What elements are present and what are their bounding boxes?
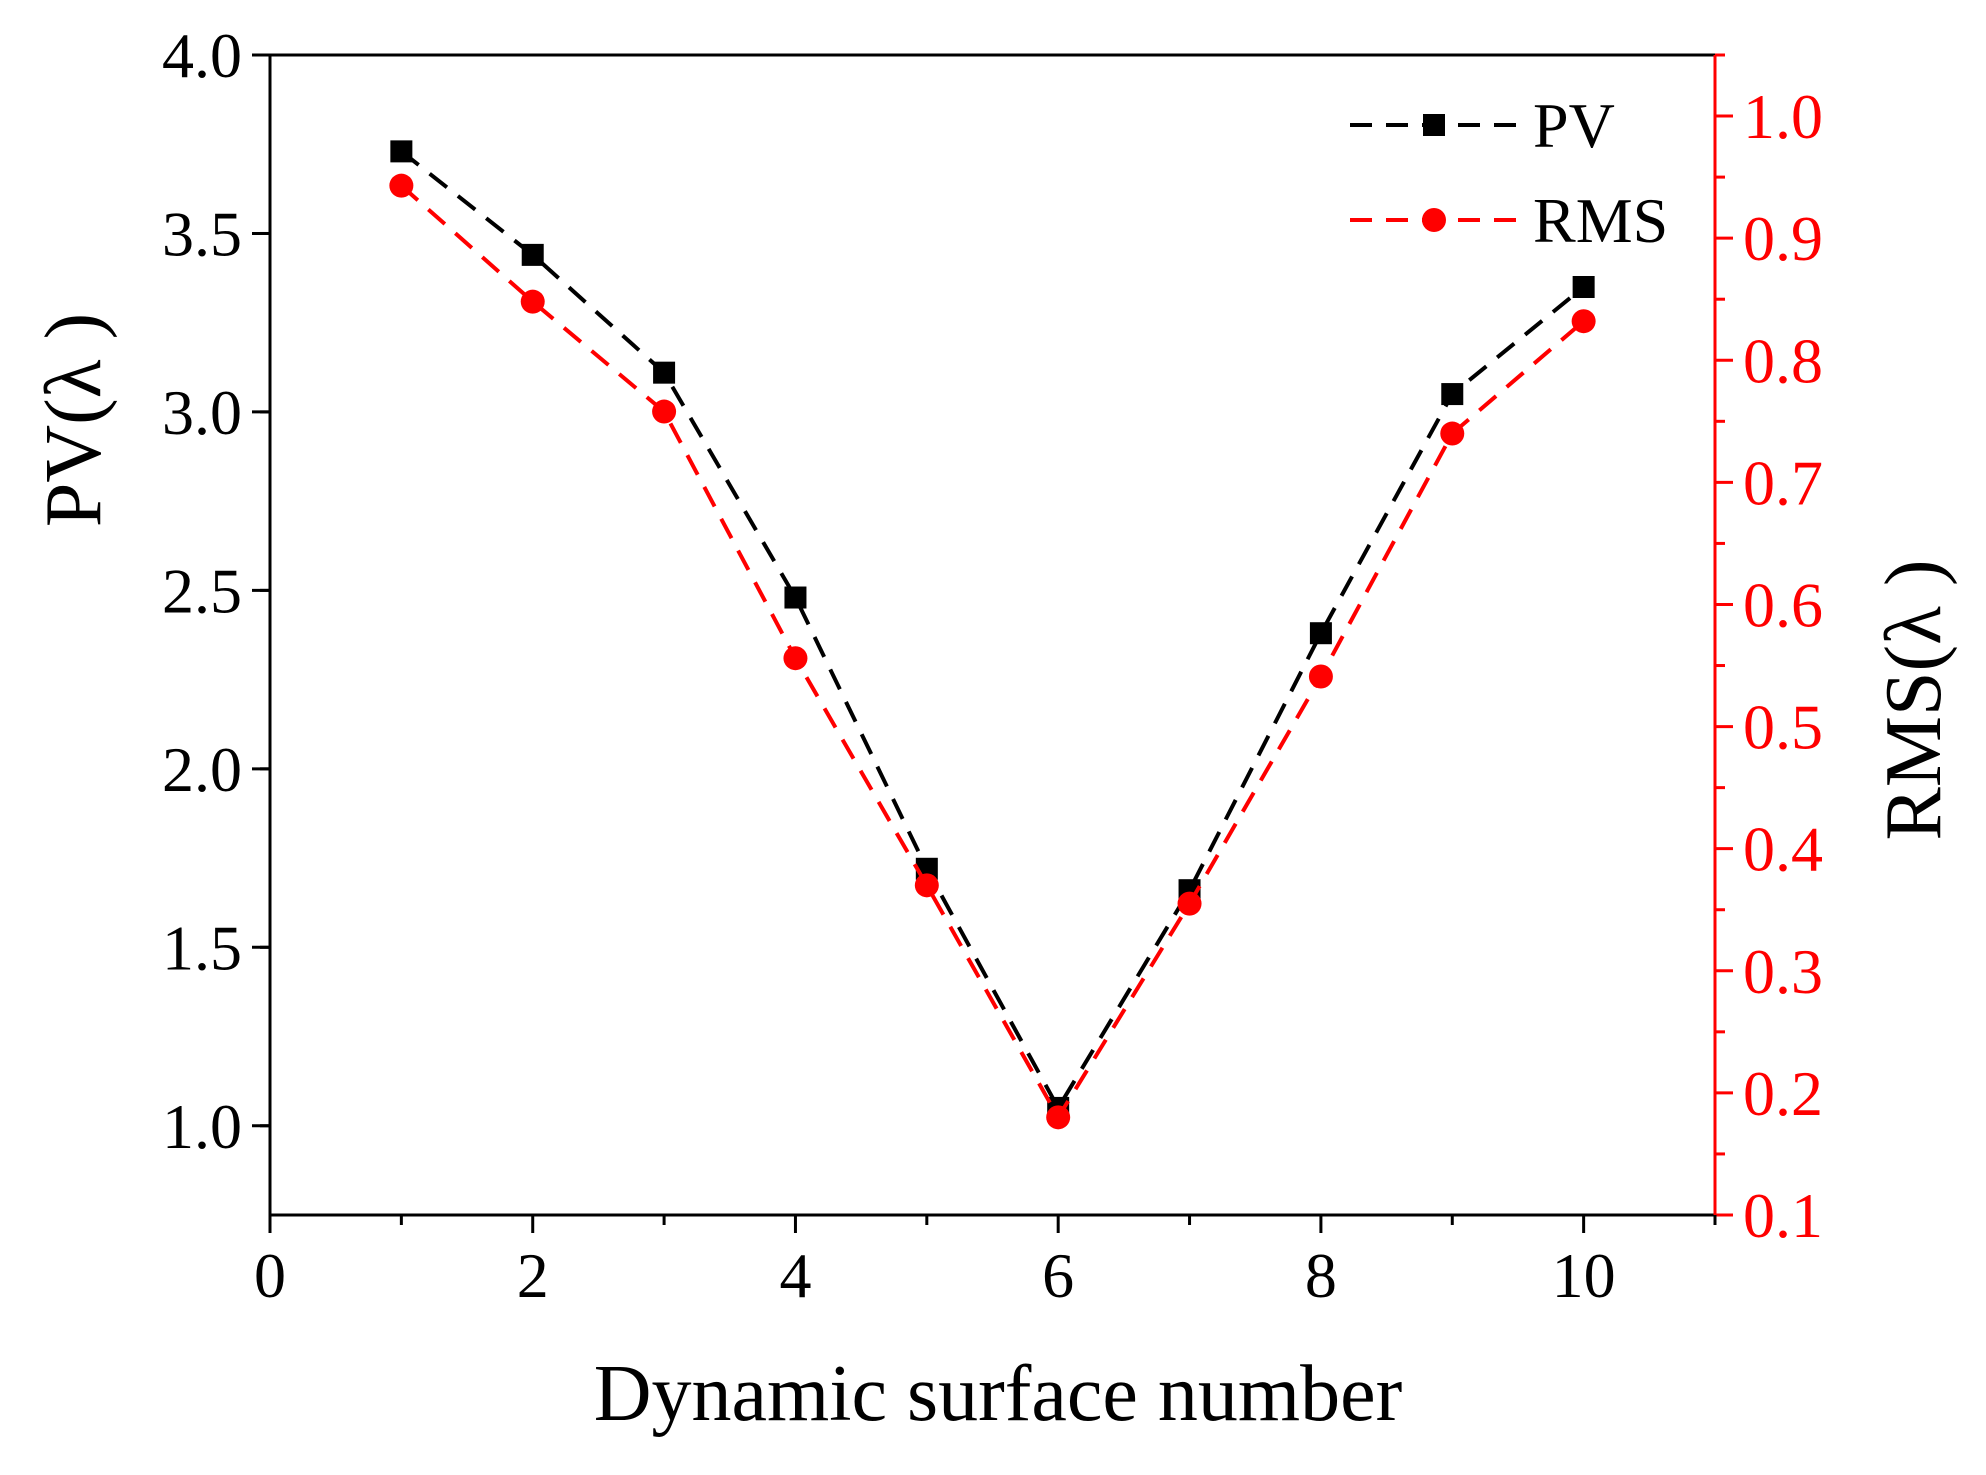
legend-marker xyxy=(1422,208,1446,232)
data-point-rms xyxy=(520,289,545,314)
plot-frame xyxy=(268,53,1717,1217)
legend-entry-pv: PV xyxy=(1350,90,1615,161)
right-tick-label: 0.4 xyxy=(1743,814,1823,885)
left-tick-label: 1.5 xyxy=(162,912,242,983)
bottom-tick-label: 6 xyxy=(1042,1240,1074,1311)
data-point-pv xyxy=(1441,383,1464,406)
bottom-tick-label: 4 xyxy=(779,1240,811,1311)
left-tick-label: 3.5 xyxy=(162,198,242,269)
data-point-pv xyxy=(653,361,676,384)
right-tick-label: 0.1 xyxy=(1743,1180,1823,1251)
data-point-rms xyxy=(1046,1105,1071,1130)
bottom-tick-label: 0 xyxy=(254,1240,286,1311)
bottom-tick-label: 2 xyxy=(517,1240,549,1311)
right-tick-label: 0.8 xyxy=(1743,325,1823,396)
x-axis-title: Dynamic surface number xyxy=(594,1350,1403,1438)
right-tick-label: 0.2 xyxy=(1743,1058,1823,1129)
legend-label: RMS xyxy=(1533,185,1668,256)
left-tick-label: 2.0 xyxy=(162,734,242,805)
data-point-rms xyxy=(652,399,677,424)
left-tick-label: 1.0 xyxy=(162,1091,242,1162)
left-tick-label: 2.5 xyxy=(162,555,242,626)
data-point-rms xyxy=(1440,421,1465,446)
right-axis-ticks: 0.1 0.2 0.3 0.4 0.5 0.6 0.7 0.8 0.9 1.0 xyxy=(1715,53,1823,1251)
legend: PV RMS xyxy=(1350,90,1668,256)
series-layer xyxy=(389,140,1596,1130)
right-tick-label: 0.7 xyxy=(1743,447,1823,518)
data-point-rms xyxy=(1308,664,1333,689)
data-point-rms xyxy=(389,173,414,198)
legend-label: PV xyxy=(1533,90,1615,161)
data-point-rms xyxy=(914,873,939,898)
right-tick-label: 0.6 xyxy=(1743,569,1823,640)
series-rms xyxy=(389,173,1596,1130)
right-tick-label: 0.5 xyxy=(1743,692,1823,763)
left-y-axis-title: PV(λ ) xyxy=(30,313,118,527)
right-tick-label: 0.9 xyxy=(1743,203,1823,274)
right-tick-label: 0.3 xyxy=(1743,936,1823,1007)
data-point-rms xyxy=(1571,309,1596,334)
data-point-pv xyxy=(1309,622,1332,645)
bottom-tick-label: 8 xyxy=(1305,1240,1337,1311)
data-point-rms xyxy=(1177,891,1202,916)
series-line-pv xyxy=(400,149,1585,1112)
right-tick-label: 1.0 xyxy=(1743,81,1823,152)
right-y-axis-title: RMS(λ ) xyxy=(1870,559,1958,840)
left-tick-label: 4.0 xyxy=(162,20,242,91)
legend-marker xyxy=(1423,114,1445,136)
series-line-rms xyxy=(400,184,1585,1122)
data-point-pv xyxy=(521,243,544,266)
bottom-tick-label: 10 xyxy=(1552,1240,1616,1311)
legend-entry-rms: RMS xyxy=(1350,185,1668,256)
bottom-axis-ticks: 0 2 4 6 8 10 xyxy=(254,1215,1717,1311)
data-point-pv xyxy=(390,140,413,163)
data-point-rms xyxy=(783,646,808,671)
series-pv xyxy=(390,140,1595,1119)
left-tick-label: 3.0 xyxy=(162,377,242,448)
left-axis-ticks: 1.0 1.5 2.0 2.5 3.0 3.5 4.0 xyxy=(162,20,270,1162)
data-point-pv xyxy=(784,586,807,609)
data-point-pv xyxy=(1572,276,1595,298)
